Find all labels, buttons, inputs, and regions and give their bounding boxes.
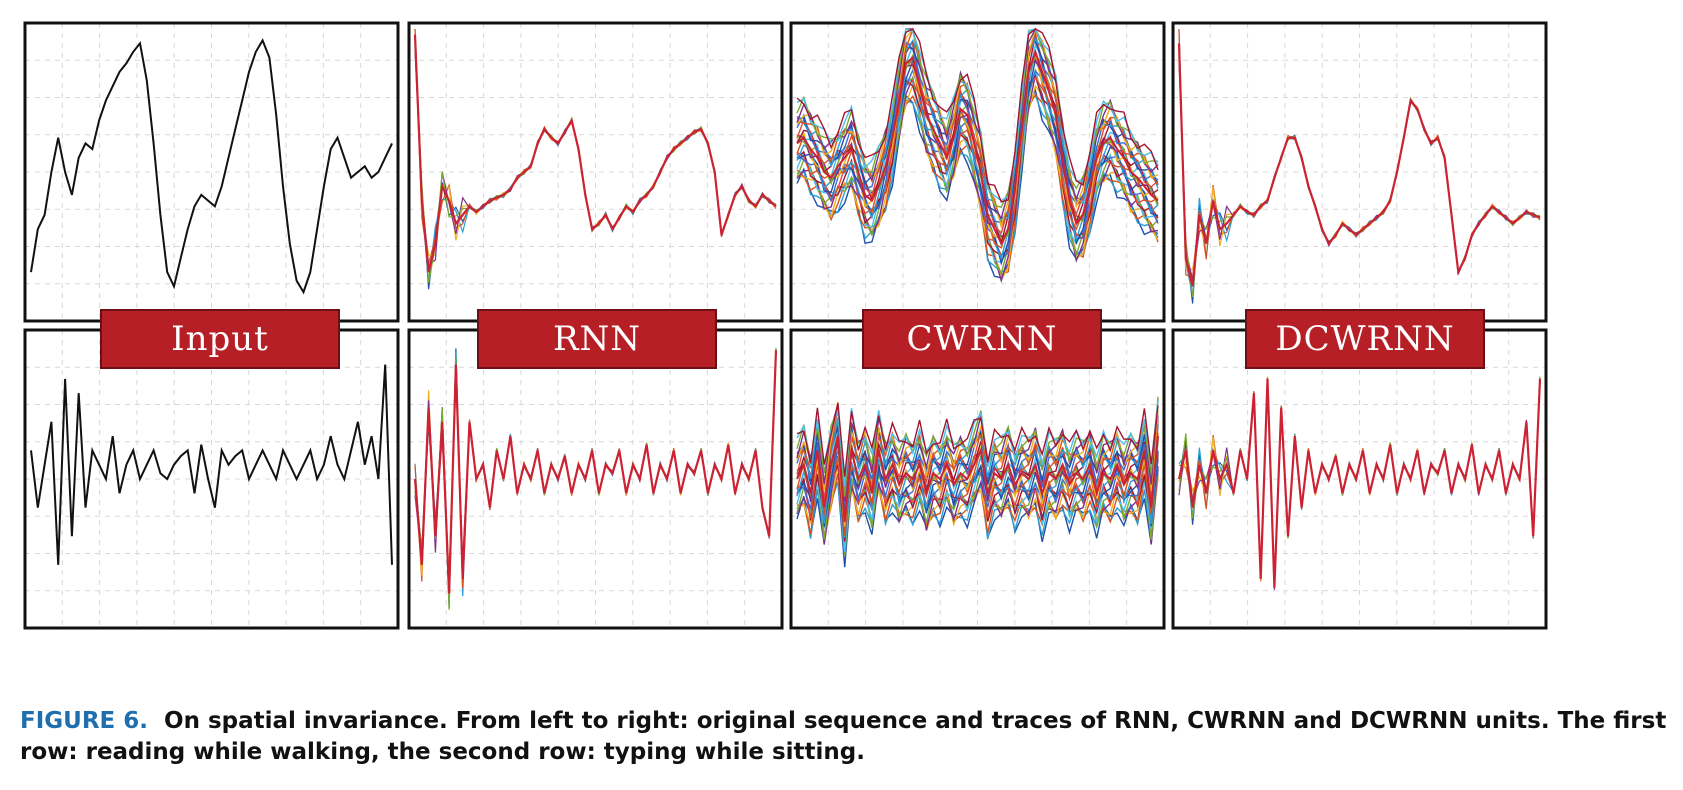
series-line <box>30 364 393 565</box>
row1-dcwrnn-panel <box>1171 21 1548 323</box>
series-line <box>413 350 778 594</box>
row1-rnn-panel <box>407 21 784 323</box>
column-label-input: Input <box>100 309 340 369</box>
series-line <box>1177 378 1542 588</box>
series-line <box>414 34 777 290</box>
row2-cwrnn-panel <box>789 328 1166 630</box>
series-line <box>796 48 1159 246</box>
series-line <box>30 38 393 295</box>
series-line <box>413 34 777 273</box>
row2-input-panel <box>23 328 400 630</box>
column-label-cwrnn: CWRNN <box>862 309 1102 369</box>
row2-dcwrnn-panel <box>1171 328 1548 630</box>
row1-input-panel <box>23 21 400 323</box>
series-line <box>1178 45 1541 275</box>
series-line <box>796 28 1159 203</box>
row1-cwrnn-panel <box>789 21 1166 323</box>
column-label-rnn: RNN <box>477 309 717 369</box>
figure-caption: FIGURE 6. On spatial invariance. From le… <box>20 706 1670 768</box>
series-line <box>796 435 1159 522</box>
series-line <box>1177 43 1541 287</box>
row2-rnn-panel <box>407 328 784 630</box>
figure-number: FIGURE 6. <box>20 708 148 734</box>
caption-text: On spatial invariance. From left to righ… <box>20 708 1667 765</box>
column-label-dcwrnn: DCWRNN <box>1245 309 1485 369</box>
series-line <box>796 402 1159 477</box>
